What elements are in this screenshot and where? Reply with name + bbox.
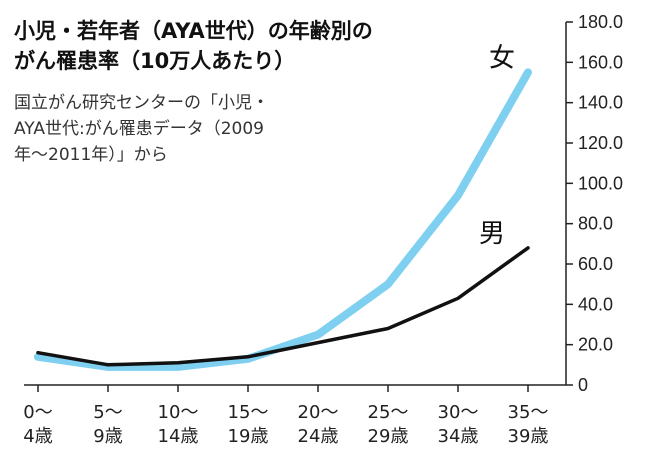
y-tick-label: 0 [578, 375, 588, 395]
series-line-male [36, 246, 530, 367]
x-tick-label: 5〜 [93, 402, 122, 423]
y-tick-label: 120.0 [578, 133, 623, 153]
source-note-line-2: AYA世代:がん罹患データ（2009 [14, 118, 264, 139]
y-tick-label: 20.0 [578, 335, 613, 355]
source-note-line-1: 国立がん研究センターの「小児・ [14, 93, 269, 113]
source-note-line-3: 年〜2011年）」から [14, 145, 168, 165]
x-tick-label: 9歳 [93, 426, 122, 447]
x-tick-label: 4歳 [23, 426, 52, 447]
x-tick-label: 25〜 [368, 402, 409, 423]
chart-title-line-1: 小児・若年者（AYA世代）の年齢別の [14, 19, 373, 43]
source-note: 国立がん研究センターの「小児・ AYA世代:がん罹患データ（2009 年〜201… [14, 93, 269, 165]
x-tick-label: 10〜 [158, 402, 199, 423]
x-tick-label: 19歳 [228, 426, 269, 447]
y-tick-label: 140.0 [578, 93, 623, 113]
x-tick-label: 35〜 [508, 402, 549, 423]
plot-area: 180.0 160.0 140.0 120.0 100.0 80.0 60.0 40.0 20.… [23, 12, 623, 447]
x-tick-label: 24歳 [298, 426, 339, 447]
x-tick-label: 30〜 [438, 402, 479, 423]
x-tick-label: 14歳 [158, 426, 199, 447]
chart-title: 小児・若年者（AYA世代）の年齢別の がん罹患率（10万人あたり） [14, 19, 373, 73]
chart-title-line-2: がん罹患率（10万人あたり） [14, 49, 295, 73]
y-tick-label: 80.0 [578, 214, 613, 234]
x-tick-label: 0〜 [23, 402, 52, 423]
x-tick-label: 39歳 [508, 426, 549, 447]
x-tick-label: 29歳 [368, 426, 409, 447]
y-tick-label: 60.0 [578, 254, 613, 274]
series-line-female [34, 68, 532, 371]
y-tick-label: 40.0 [578, 294, 613, 314]
series-label: 女 [489, 43, 515, 73]
series-label: 男 [479, 219, 505, 249]
y-tick-label: 100.0 [578, 173, 623, 193]
x-tick-label: 20〜 [298, 402, 339, 423]
y-tick-label: 180.0 [578, 12, 623, 32]
x-tick-label: 34歳 [438, 426, 479, 447]
x-tick-label: 15〜 [228, 402, 269, 423]
y-tick-label: 160.0 [578, 52, 623, 72]
